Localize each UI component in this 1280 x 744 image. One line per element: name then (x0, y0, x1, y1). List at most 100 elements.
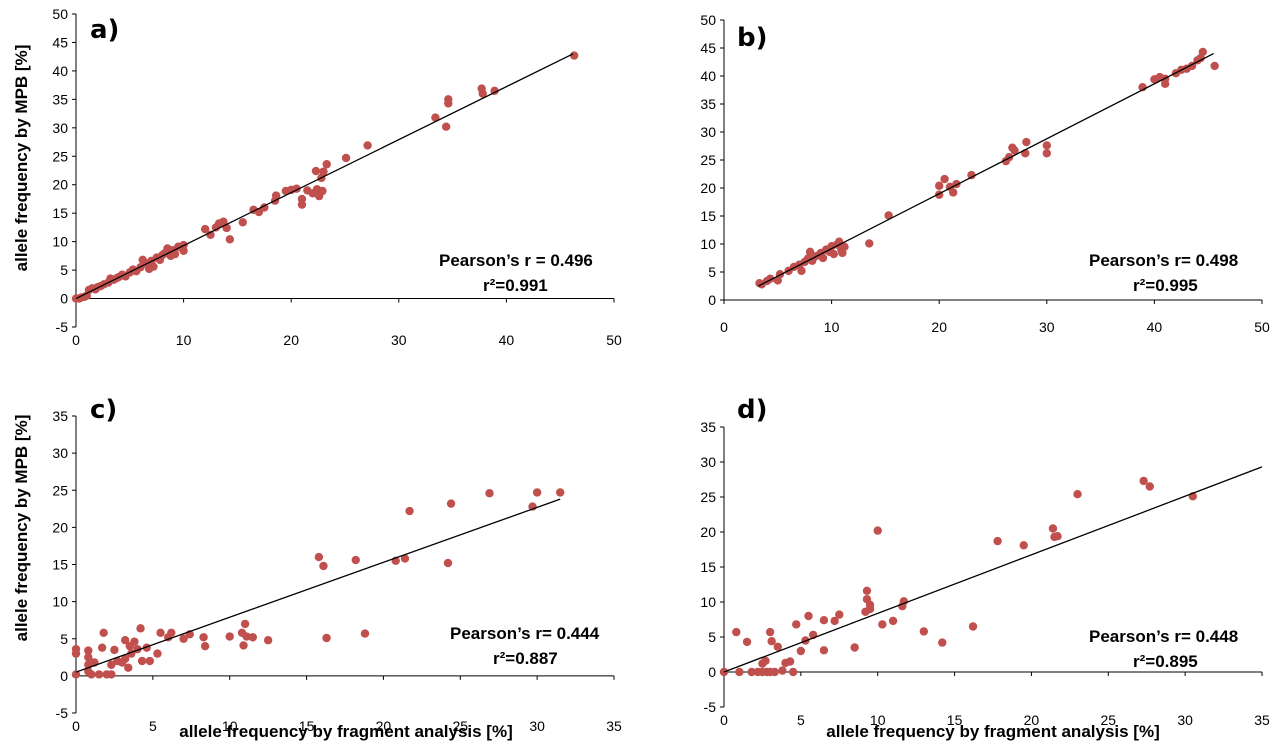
panel-c-data-point (532, 488, 542, 497)
panel-c-data-point (263, 636, 273, 645)
panel-a-label: a) (90, 15, 119, 45)
panel-b-x-tick-label: 30 (1039, 319, 1055, 335)
panel-d-y-tick-label: 15 (700, 559, 716, 575)
panel-b-data-point (1010, 146, 1019, 155)
panel-b-data-point (818, 253, 828, 263)
panel-d-data-point (1053, 532, 1062, 541)
panel-c-data-point (225, 632, 234, 641)
panel-c-x-tick-label: 25 (452, 718, 468, 734)
panel-d-x-tick-label: 25 (1100, 712, 1116, 728)
panel-c-data-point (322, 633, 331, 643)
panel-c-x-tick-label: 35 (606, 718, 622, 734)
panel-c-data-point (314, 552, 324, 562)
panel-d-data-point (788, 667, 798, 677)
panel-c-data-point (179, 634, 188, 643)
panel-d-data-point (804, 611, 813, 621)
panel-d-trendline (723, 466, 1263, 673)
panel-c-data-point (446, 499, 456, 508)
panel-b-y-tick-label: 15 (700, 208, 716, 224)
panel-b-x-tick-label: 40 (1147, 319, 1163, 335)
panel-a-y-tick-label: -5 (56, 319, 69, 335)
panel-b-trendline (758, 53, 1214, 287)
panel-c-data-point (120, 636, 130, 645)
panel-a-data-point (200, 224, 210, 234)
panel-b-x-tick-label: 0 (720, 319, 728, 335)
panel-d-x-tick-label: 0 (720, 712, 728, 728)
panel-c-data-point (136, 624, 145, 633)
panel-b-y-tick-label: 50 (700, 12, 716, 28)
panel-c-data-point (400, 554, 410, 563)
panel-a-data-point (322, 160, 331, 169)
panel-c-pearson: Pearson’s r= 0.444 (450, 624, 600, 643)
panel-d-y-tick-label: 25 (700, 489, 716, 505)
panel-a-data-point (271, 191, 281, 200)
panel-c-y-tick-label: -5 (56, 705, 69, 721)
panel-a-y-tick-label: 45 (52, 34, 68, 50)
panel-b-data-point (1042, 141, 1052, 150)
panel-c-data-point (107, 670, 116, 679)
panel-d-y-tick-label: 0 (708, 664, 716, 680)
panel-d-data-point (785, 657, 795, 666)
panel-b-data-point (967, 170, 976, 180)
panel-c-y-tick-label: 25 (52, 482, 68, 498)
panel-d-data-point (993, 536, 1002, 546)
panel-d-data-point (899, 597, 909, 606)
panel-c-data-point (360, 629, 370, 638)
panel-c-data-point (71, 670, 81, 679)
panel-c-data-point (84, 646, 93, 655)
panel-c-label: c) (90, 395, 117, 425)
panel-b-data-point (865, 239, 874, 248)
panel-d-data-point (770, 667, 779, 677)
panel-a-data-point (297, 194, 307, 204)
panel-d-label: d) (737, 395, 768, 425)
panel-b-data-point (1042, 149, 1052, 158)
panel-b: b) Pearson’s r= 0.498 r²=0.995 0 5 10 15 20 2… (700, 12, 1270, 335)
panel-d-data-point (1048, 524, 1058, 533)
panel-d-y-tick-label: 10 (700, 594, 716, 610)
panel-c-data-point (130, 637, 139, 646)
panel-c-data-point (242, 632, 251, 641)
panel-c-data-point (443, 558, 453, 568)
panel-a-data-point (238, 218, 247, 227)
panel-d-data-point (862, 586, 872, 595)
panel-c-x-tick-label: 15 (299, 718, 315, 734)
panel-c-data-point (145, 656, 154, 666)
panel-a-data-point (341, 153, 351, 163)
panel-b-y-tick-label: 40 (700, 68, 716, 84)
panel-c-data-point (248, 633, 257, 642)
y-axis-title-bottom: allele frequency by MPB [%] (12, 415, 31, 642)
panel-d-x-tick-label: 30 (1177, 712, 1193, 728)
panel-d-data-point (968, 622, 978, 631)
panel-c-y-tick-label: 30 (52, 445, 68, 461)
panel-a-data-point (431, 113, 440, 122)
panel-c-data-point (110, 645, 119, 655)
panel-d-data-point (888, 616, 898, 626)
panel-c-data-point (556, 488, 565, 497)
panel-a-x-tick-label: 10 (176, 332, 192, 348)
panel-c-data-point (137, 656, 147, 666)
panel-d-data-point (735, 667, 744, 677)
panel-b-x-tick-label: 50 (1254, 319, 1270, 335)
panel-d-data-point (819, 646, 829, 655)
panel-a-x-tick-label: 40 (499, 332, 515, 348)
panel-d-data-point (773, 642, 782, 651)
panel-c-data-point (240, 619, 250, 629)
panel-d-data-point (761, 656, 770, 665)
panel-b-y-tick-label: 30 (700, 124, 716, 140)
panel-b-y-tick-label: 0 (708, 292, 716, 308)
panel-d-data-point (1073, 490, 1082, 499)
panel-a-y-tick-label: 15 (52, 205, 68, 221)
panel-c-data-point (99, 628, 108, 638)
panel-c-data-point (120, 654, 130, 663)
panel-b-data-point (1022, 137, 1031, 147)
panel-d-y-tick-label: 5 (708, 629, 716, 645)
panel-d-data-point (830, 616, 839, 626)
panel-d-data-point (742, 637, 752, 647)
panel-a-data-point (219, 217, 228, 226)
panel-d-data-point (732, 627, 741, 637)
panel-a-pearson: Pearson’s r = 0.496 (439, 251, 593, 270)
panel-a-data-point (149, 262, 158, 271)
panel-d-data-point (1145, 482, 1154, 491)
panel-d-data-point (792, 620, 801, 629)
panel-c-data-point (156, 628, 165, 638)
